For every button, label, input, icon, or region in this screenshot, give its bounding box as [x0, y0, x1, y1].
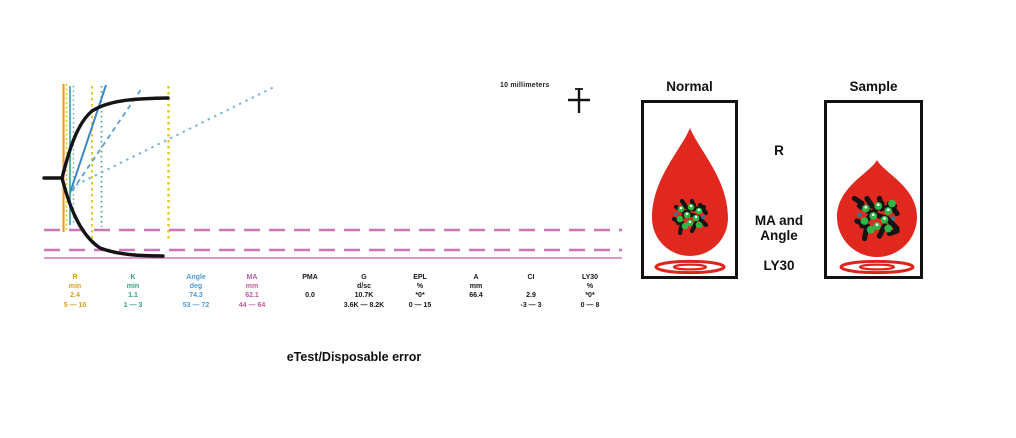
blood-drop-normal-icon	[652, 128, 728, 275]
param-range: 3.6K — 8.2K	[343, 302, 385, 309]
param-column-angle: Angle deg 74.3 53 — 72	[164, 273, 228, 310]
lysis-ring	[654, 259, 726, 275]
param-name: LY30	[581, 274, 599, 281]
normal-panel-title: Normal	[666, 79, 713, 94]
projection-dotted-line	[75, 86, 275, 186]
sample-cup-box	[824, 100, 923, 279]
param-value: 62.1	[245, 292, 259, 299]
teg-trace-chart	[42, 84, 622, 259]
param-column-k: K min 1.1 1 — 3	[101, 273, 165, 310]
label-ma-angle: MA and Angle	[736, 213, 822, 243]
teg-trace	[42, 96, 170, 258]
param-value: 1.1	[128, 292, 138, 299]
param-range: 5 — 10	[63, 302, 87, 309]
param-name: K	[130, 274, 136, 281]
param-value: 74.3	[189, 292, 203, 299]
param-column-ma: MA mm 62.1 44 — 64	[220, 273, 284, 310]
param-name: MA	[246, 274, 258, 281]
param-units: min	[126, 283, 140, 290]
param-column-pma: PMA 0.0	[278, 273, 342, 310]
param-units: deg	[189, 283, 203, 290]
param-name: A	[473, 274, 479, 281]
label-ly30: LY30	[763, 258, 795, 273]
sample-panel-title: Sample	[849, 79, 898, 94]
param-column-a: A mm 66.4	[444, 273, 508, 310]
param-units: min	[68, 283, 82, 290]
param-name: Angle	[186, 274, 206, 281]
figure-caption: eTest/Disposable error	[286, 350, 422, 364]
lysis-ring	[839, 259, 915, 275]
param-name: G	[361, 274, 367, 281]
param-column-ly30: LY30 % *0* 0 — 8	[558, 273, 622, 310]
param-column-epl: EPL % *0* 0 — 15	[388, 273, 452, 310]
angle-solid-line	[69, 84, 107, 194]
param-column-g: G d/sc 10.7K 3.6K — 8.2K	[332, 273, 396, 310]
param-units: %	[586, 283, 594, 290]
param-range: 0 — 8	[580, 302, 600, 309]
param-value: 2.4	[70, 292, 80, 299]
angle-dashed-line	[71, 87, 143, 192]
param-units: d/sc	[356, 283, 371, 290]
label-r: R	[774, 143, 784, 158]
param-value: 66.4	[469, 292, 483, 299]
param-value: 0.0	[305, 292, 315, 299]
crosshair-icon	[568, 88, 590, 113]
param-name: R	[72, 274, 78, 281]
param-range: 0 — 15	[408, 302, 432, 309]
blood-drop-sample-icon	[837, 160, 917, 275]
clot-cluster	[671, 198, 709, 236]
param-units: mm	[469, 283, 483, 290]
param-value: 10.7K	[354, 292, 374, 299]
label-ma-angle-line1: MA and	[754, 213, 804, 228]
blood-drop-shape	[652, 128, 728, 257]
param-range: 53 — 72	[182, 302, 210, 309]
param-name: CI	[527, 274, 535, 281]
param-column-r: R min 2.4 5 — 10	[43, 273, 107, 310]
clot-cluster	[851, 195, 900, 242]
param-range: -3 — 3	[520, 302, 542, 309]
param-units: mm	[245, 283, 259, 290]
normal-cup-box	[641, 100, 738, 279]
param-value: *0*	[415, 292, 425, 299]
param-name: PMA	[302, 274, 318, 281]
param-range: 1 — 3	[123, 302, 143, 309]
param-range: 44 — 64	[238, 302, 266, 309]
label-ma-angle-line2: Angle	[760, 228, 798, 243]
param-name: EPL	[413, 274, 427, 281]
param-units	[499, 282, 563, 291]
teg-parameter-table: R min 2.4 5 — 10 K min 1.1 1 — 3 Angle d…	[0, 273, 660, 317]
param-value: *0*	[585, 292, 595, 299]
param-value: 2.9	[526, 292, 536, 299]
param-column-ci: CI 2.9 -3 — 3	[499, 273, 563, 310]
param-units: %	[416, 283, 424, 290]
scale-bar-label: 10 millimeters	[500, 82, 550, 89]
